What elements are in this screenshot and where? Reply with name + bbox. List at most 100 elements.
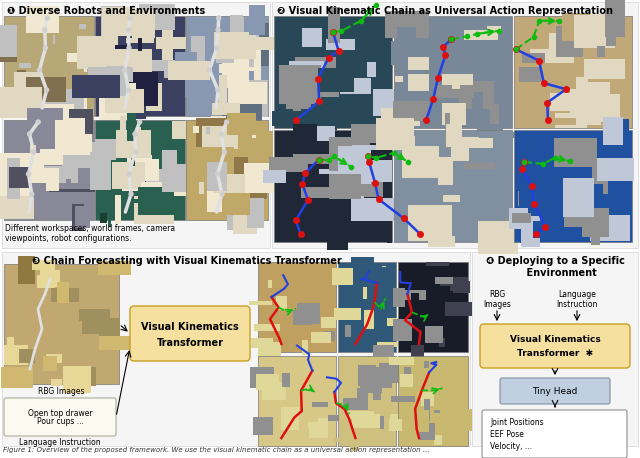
Bar <box>40 270 60 287</box>
Circle shape <box>29 192 34 196</box>
Bar <box>116 130 151 158</box>
Bar <box>258 342 281 362</box>
Bar <box>428 235 454 247</box>
Bar <box>249 301 272 305</box>
Text: Tiny Head: Tiny Head <box>532 387 578 396</box>
Bar <box>26 76 67 102</box>
Bar <box>38 164 61 178</box>
Bar <box>341 267 352 279</box>
Bar <box>387 232 392 243</box>
FancyBboxPatch shape <box>482 410 627 458</box>
Bar <box>27 109 63 148</box>
Bar <box>127 155 152 167</box>
Bar <box>492 71 501 87</box>
Bar <box>204 131 220 172</box>
Bar <box>227 113 256 135</box>
Bar <box>99 82 136 122</box>
Bar <box>29 88 74 127</box>
FancyBboxPatch shape <box>130 306 250 361</box>
Circle shape <box>207 68 211 72</box>
Bar <box>99 318 120 340</box>
Circle shape <box>223 150 227 154</box>
Bar <box>17 22 53 60</box>
Bar <box>372 367 392 388</box>
Bar <box>434 85 474 98</box>
Bar <box>172 121 193 139</box>
Bar <box>472 252 638 446</box>
Bar <box>274 16 392 128</box>
Bar <box>352 145 376 150</box>
Bar <box>34 106 63 115</box>
Bar <box>348 271 352 276</box>
Bar <box>451 137 493 161</box>
Bar <box>243 82 252 106</box>
Bar <box>214 174 244 193</box>
Bar <box>185 70 204 97</box>
Bar <box>518 191 538 207</box>
Circle shape <box>216 28 220 32</box>
Bar <box>146 169 166 185</box>
Bar <box>338 356 396 446</box>
Circle shape <box>26 172 31 176</box>
Bar <box>555 113 587 128</box>
Bar <box>258 356 336 446</box>
Bar <box>477 110 503 143</box>
Bar <box>27 131 47 137</box>
Bar <box>360 377 381 393</box>
Bar <box>294 393 311 402</box>
Circle shape <box>28 132 31 136</box>
Bar <box>79 168 107 187</box>
Circle shape <box>126 88 131 92</box>
Bar <box>77 76 116 87</box>
Bar <box>228 82 267 104</box>
Bar <box>49 189 95 192</box>
Bar <box>328 7 340 44</box>
Bar <box>540 118 576 125</box>
Bar <box>220 76 227 108</box>
Bar <box>340 78 371 94</box>
Bar <box>357 388 367 410</box>
Bar <box>84 45 87 72</box>
Bar <box>233 204 257 234</box>
Bar <box>294 107 301 115</box>
Bar <box>380 416 384 429</box>
Bar <box>396 76 403 82</box>
Bar <box>175 52 197 73</box>
Text: Language Instruction: Language Instruction <box>19 438 101 447</box>
Bar <box>392 285 396 296</box>
Bar <box>408 205 430 241</box>
Bar <box>255 323 280 331</box>
Bar <box>603 117 623 145</box>
Bar <box>115 195 120 224</box>
Bar <box>282 373 290 387</box>
Bar <box>132 10 156 38</box>
Bar <box>256 375 279 390</box>
Bar <box>364 310 374 329</box>
Bar <box>329 174 362 199</box>
Bar <box>262 170 286 184</box>
Circle shape <box>123 68 127 72</box>
Bar <box>99 192 102 202</box>
Bar <box>40 37 43 51</box>
Bar <box>79 24 86 29</box>
Bar <box>199 182 204 194</box>
Bar <box>394 130 512 242</box>
Bar <box>605 0 625 37</box>
Bar <box>44 356 57 371</box>
Bar <box>351 257 374 267</box>
Bar <box>563 178 594 217</box>
Bar <box>403 147 439 178</box>
Bar <box>443 195 460 202</box>
Bar <box>41 135 47 157</box>
Bar <box>556 26 584 57</box>
Bar <box>63 86 86 125</box>
Bar <box>373 89 404 115</box>
Bar <box>409 136 415 162</box>
Bar <box>373 388 381 400</box>
Bar <box>441 185 465 194</box>
Bar <box>202 136 217 150</box>
Bar <box>82 309 110 334</box>
Bar <box>391 396 415 402</box>
FancyBboxPatch shape <box>500 378 610 404</box>
Bar <box>345 325 351 337</box>
